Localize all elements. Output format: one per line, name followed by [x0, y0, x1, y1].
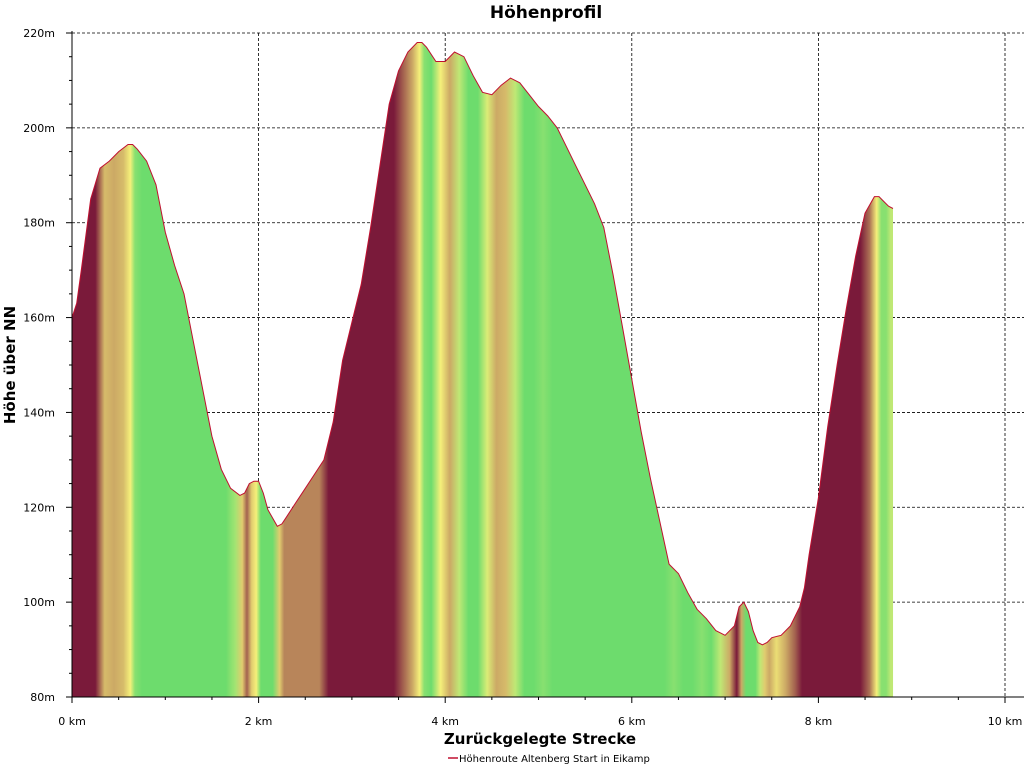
y-tick-label: 140m — [23, 406, 55, 419]
elevation-area-fill — [72, 42, 894, 697]
x-tick-label: 6 km — [618, 715, 646, 728]
x-axis-title: Zurückgelegte Strecke — [444, 730, 636, 748]
x-tick-label: 4 km — [431, 715, 459, 728]
y-tick-label: 220m — [23, 27, 55, 40]
y-tick-label: 180m — [23, 217, 55, 230]
y-tick-label: 120m — [23, 501, 55, 514]
x-tick-label: 2 km — [245, 715, 273, 728]
legend-label: Höhenroute Altenberg Start in Eikamp — [459, 754, 650, 765]
plot-area — [71, 42, 894, 697]
y-tick-label: 80m — [30, 691, 55, 704]
y-tick-label: 160m — [23, 312, 55, 325]
y-tick-label: 200m — [23, 122, 55, 135]
y-tick-label: 100m — [23, 596, 55, 609]
x-tick-label: 0 km — [58, 715, 86, 728]
legend: Höhenroute Altenberg Start in Eikamp — [448, 754, 650, 765]
elevation-line — [71, 42, 894, 646]
chart-title: Höhenprofil — [490, 3, 602, 23]
axes: 80m 100m 120m 140m 160m 180m 200m 220m 0 km 2 km 4… — [23, 27, 1024, 728]
y-axis-title: Höhe über NN — [1, 306, 19, 424]
x-tick-label: 8 km — [805, 715, 833, 728]
x-tick-label: 10 km — [988, 715, 1023, 728]
